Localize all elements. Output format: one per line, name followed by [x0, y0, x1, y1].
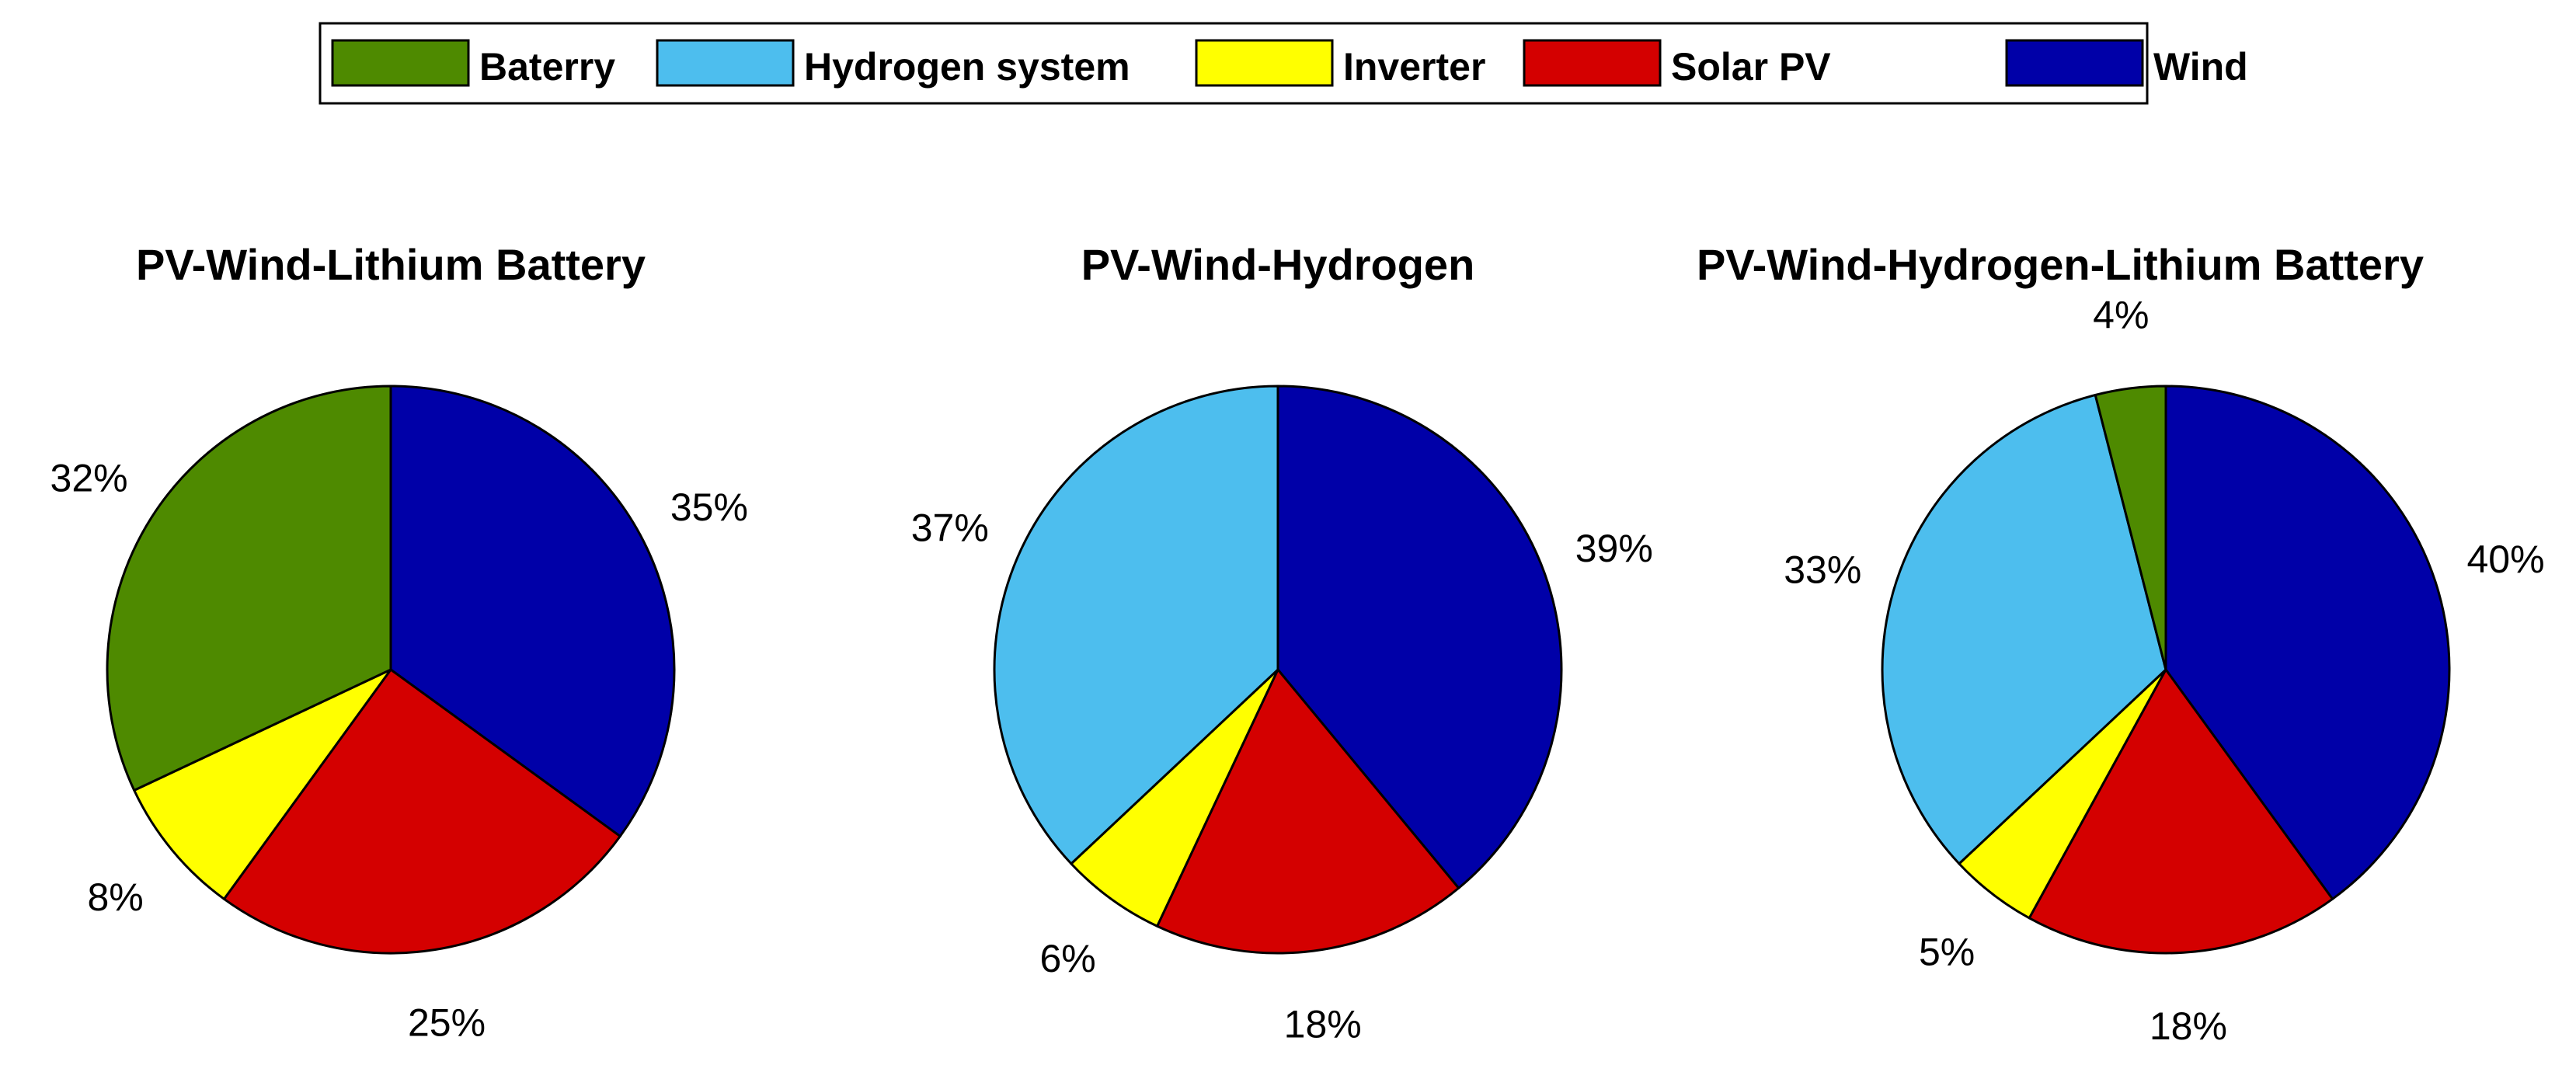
pie-slice-solar-pv [1156, 668, 1460, 955]
legend-entry-inverter: Inverter [1195, 39, 1485, 89]
legend-label-wind: Wind [2153, 45, 2248, 89]
pie-slice-baterry [106, 385, 392, 792]
pie-slice-baterry [2094, 385, 2167, 671]
pie-chart-2: PV-Wind-Hydrogen 39% 18% 6% 37% [911, 240, 1653, 1046]
slice-label-wind: 39% [1575, 527, 1653, 570]
legend-entry-wind: Wind [2005, 39, 2248, 89]
pie-slice-inverter [1070, 668, 1279, 928]
chart-title: PV-Wind-Lithium Battery [136, 240, 646, 289]
chart-title: PV-Wind-Hydrogen [1081, 240, 1475, 289]
legend-entry-baterry: Baterry [331, 39, 615, 89]
slice-label-inverter: 8% [87, 875, 143, 919]
slice-label-solar-pv: 18% [1284, 1002, 1362, 1046]
legend-swatch-wind [2005, 39, 2144, 87]
slice-label-solar-pv: 18% [2150, 1004, 2227, 1048]
legend-label-hydrogen-system: Hydrogen system [804, 45, 1130, 89]
pie-slice-inverter [133, 668, 392, 900]
pie-slice-hydrogen-system [993, 385, 1279, 865]
pie-slice-wind [1276, 385, 1563, 889]
legend-entry-hydrogen-system: Hydrogen system [656, 39, 1130, 89]
legend: Baterry Hydrogen system Inverter Solar PV Wi… [319, 22, 2248, 105]
pie-slice-hydrogen-system [1881, 393, 2167, 865]
pie-slice-wind [389, 385, 676, 838]
legend-swatch-hydrogen-system [656, 39, 795, 87]
legend-label-inverter: Inverter [1343, 45, 1485, 89]
pie-chart-3: PV-Wind-Hydrogen-Lithium Battery 40% 18% 5%… [1697, 240, 2545, 1048]
slice-label-baterry: 4% [2093, 294, 2149, 337]
legend-label-baterry: Baterry [479, 45, 615, 89]
slice-label-wind: 40% [2466, 538, 2544, 581]
legend-swatch-inverter [1195, 39, 1334, 87]
slice-label-hydrogen-system: 37% [911, 506, 989, 549]
legend-swatch-baterry [331, 39, 470, 87]
legend-entry-solar-pv: Solar PV [1523, 39, 1831, 89]
slice-label-inverter: 6% [1039, 937, 1095, 980]
legend-label-solar-pv: Solar PV [1671, 45, 1831, 89]
pies: PV-Wind-Lithium Battery35%25%8%32%PV-Win… [50, 240, 2545, 1048]
slice-label-baterry: 32% [50, 457, 128, 500]
pie-slice-solar-pv [222, 668, 621, 955]
slice-label-wind: 35% [670, 486, 748, 529]
pie-chart-1: PV-Wind-Lithium Battery 35% 25% 8% 32% [50, 240, 748, 1044]
legend-swatch-solar-pv [1523, 39, 1662, 87]
slice-label-inverter: 5% [1919, 931, 1975, 974]
chart-title: PV-Wind-Hydrogen-Lithium Battery [1697, 240, 2424, 289]
pie-slice-solar-pv [2028, 668, 2334, 955]
slice-label-solar-pv: 25% [408, 1001, 486, 1044]
slice-label-hydrogen-system: 33% [1784, 548, 1861, 592]
pie-slice-wind [2164, 385, 2451, 900]
